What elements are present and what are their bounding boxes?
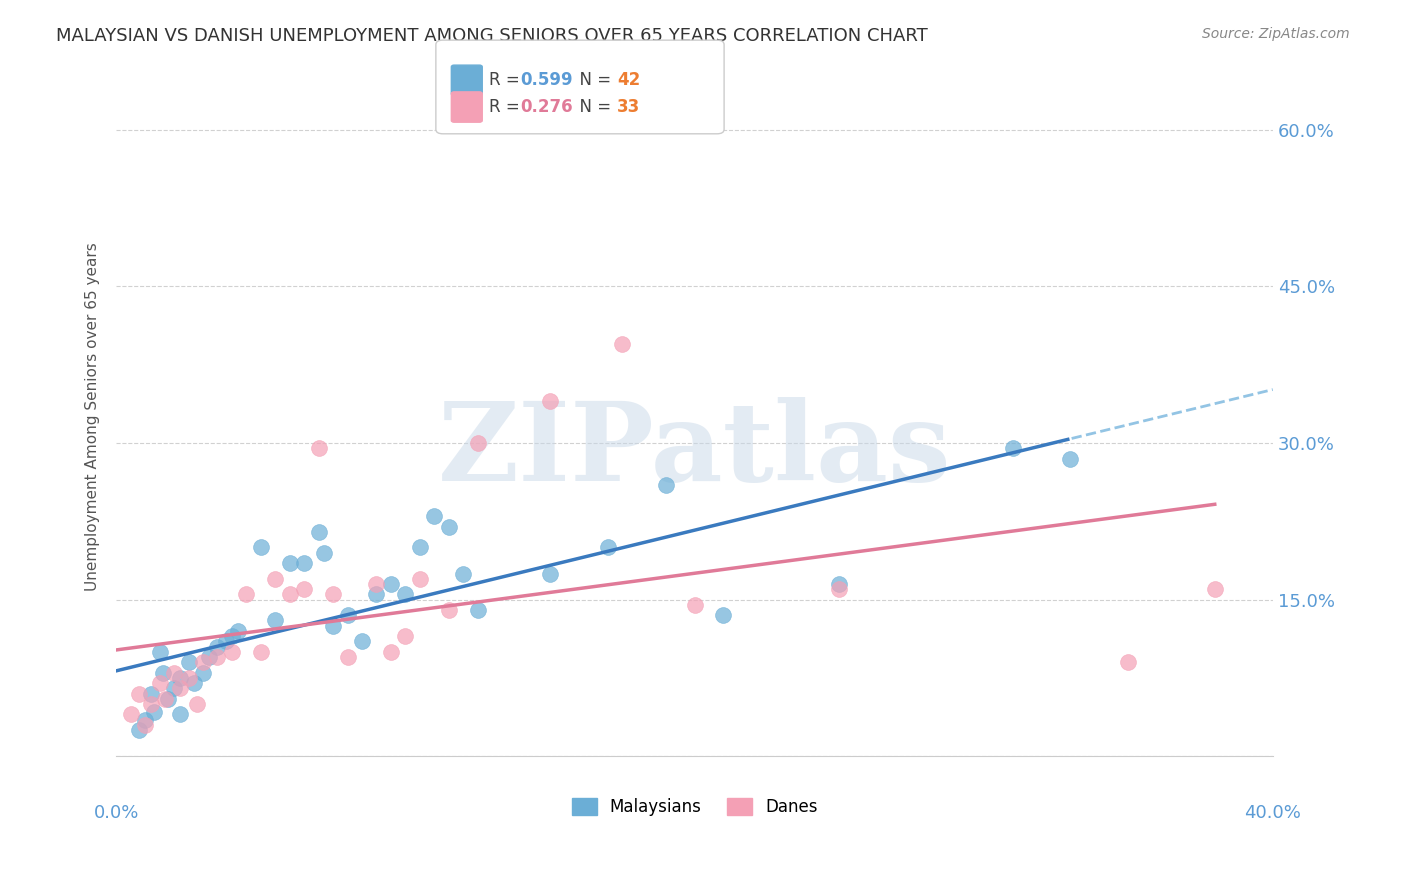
Point — [250, 645, 273, 659]
Point — [654, 477, 676, 491]
Point — [134, 718, 156, 732]
Point — [467, 436, 489, 450]
Point — [336, 650, 359, 665]
Point — [596, 541, 619, 555]
Point — [409, 541, 432, 555]
Point — [1001, 441, 1024, 455]
Point — [394, 587, 416, 601]
Point — [264, 572, 287, 586]
Point — [308, 441, 330, 455]
Text: MALAYSIAN VS DANISH UNEMPLOYMENT AMONG SENIORS OVER 65 YEARS CORRELATION CHART: MALAYSIAN VS DANISH UNEMPLOYMENT AMONG S… — [56, 27, 928, 45]
Point — [157, 691, 180, 706]
Point — [177, 671, 200, 685]
Text: 40.0%: 40.0% — [1244, 804, 1301, 822]
Point — [336, 608, 359, 623]
Text: N =: N = — [569, 98, 617, 116]
Point — [186, 697, 208, 711]
Point — [1116, 655, 1139, 669]
Point — [128, 687, 150, 701]
Point — [322, 618, 344, 632]
Point — [612, 336, 634, 351]
Point — [828, 582, 851, 597]
Point — [409, 572, 432, 586]
Point — [163, 665, 186, 680]
Point — [314, 546, 336, 560]
Point — [250, 541, 273, 555]
Point — [169, 681, 191, 696]
Point — [380, 577, 402, 591]
Point — [683, 598, 706, 612]
Point — [278, 556, 301, 570]
Text: 0.599: 0.599 — [520, 71, 572, 89]
Text: 33: 33 — [617, 98, 641, 116]
Text: R =: R = — [489, 98, 526, 116]
Point — [169, 707, 191, 722]
Point — [538, 566, 561, 581]
Point — [713, 608, 735, 623]
Point — [437, 519, 460, 533]
Point — [394, 629, 416, 643]
Legend: Malaysians, Danes: Malaysians, Danes — [565, 791, 824, 822]
Point — [177, 655, 200, 669]
Point — [149, 676, 172, 690]
Text: 0.0%: 0.0% — [94, 804, 139, 822]
Point — [226, 624, 249, 638]
Text: ZIPatlas: ZIPatlas — [437, 397, 952, 504]
Point — [292, 556, 315, 570]
Point — [163, 681, 186, 696]
Point — [183, 676, 205, 690]
Point — [191, 655, 214, 669]
Text: R =: R = — [489, 71, 526, 89]
Y-axis label: Unemployment Among Seniors over 65 years: Unemployment Among Seniors over 65 years — [86, 243, 100, 591]
Point — [155, 691, 177, 706]
Point — [128, 723, 150, 738]
Point — [1204, 582, 1226, 597]
Point — [322, 587, 344, 601]
Point — [308, 524, 330, 539]
Point — [139, 687, 162, 701]
Point — [350, 634, 373, 648]
Point — [215, 634, 238, 648]
Text: Source: ZipAtlas.com: Source: ZipAtlas.com — [1202, 27, 1350, 41]
Text: 0.276: 0.276 — [520, 98, 572, 116]
Point — [149, 645, 172, 659]
Text: N =: N = — [569, 71, 617, 89]
Point — [380, 645, 402, 659]
Point — [120, 707, 142, 722]
Text: 42: 42 — [617, 71, 641, 89]
Point — [451, 566, 474, 581]
Point — [828, 577, 851, 591]
Point — [134, 713, 156, 727]
Point — [221, 629, 243, 643]
Point — [221, 645, 243, 659]
Point — [198, 650, 221, 665]
Point — [139, 697, 162, 711]
Point — [437, 603, 460, 617]
Point — [423, 509, 446, 524]
Point — [191, 665, 214, 680]
Point — [538, 394, 561, 409]
Point — [292, 582, 315, 597]
Point — [235, 587, 257, 601]
Point — [207, 650, 229, 665]
Point — [366, 587, 388, 601]
Point — [207, 640, 229, 654]
Point — [169, 671, 191, 685]
Point — [264, 614, 287, 628]
Point — [152, 665, 174, 680]
Point — [142, 706, 165, 720]
Point — [1059, 451, 1081, 466]
Point — [467, 603, 489, 617]
Point — [366, 577, 388, 591]
Point — [278, 587, 301, 601]
